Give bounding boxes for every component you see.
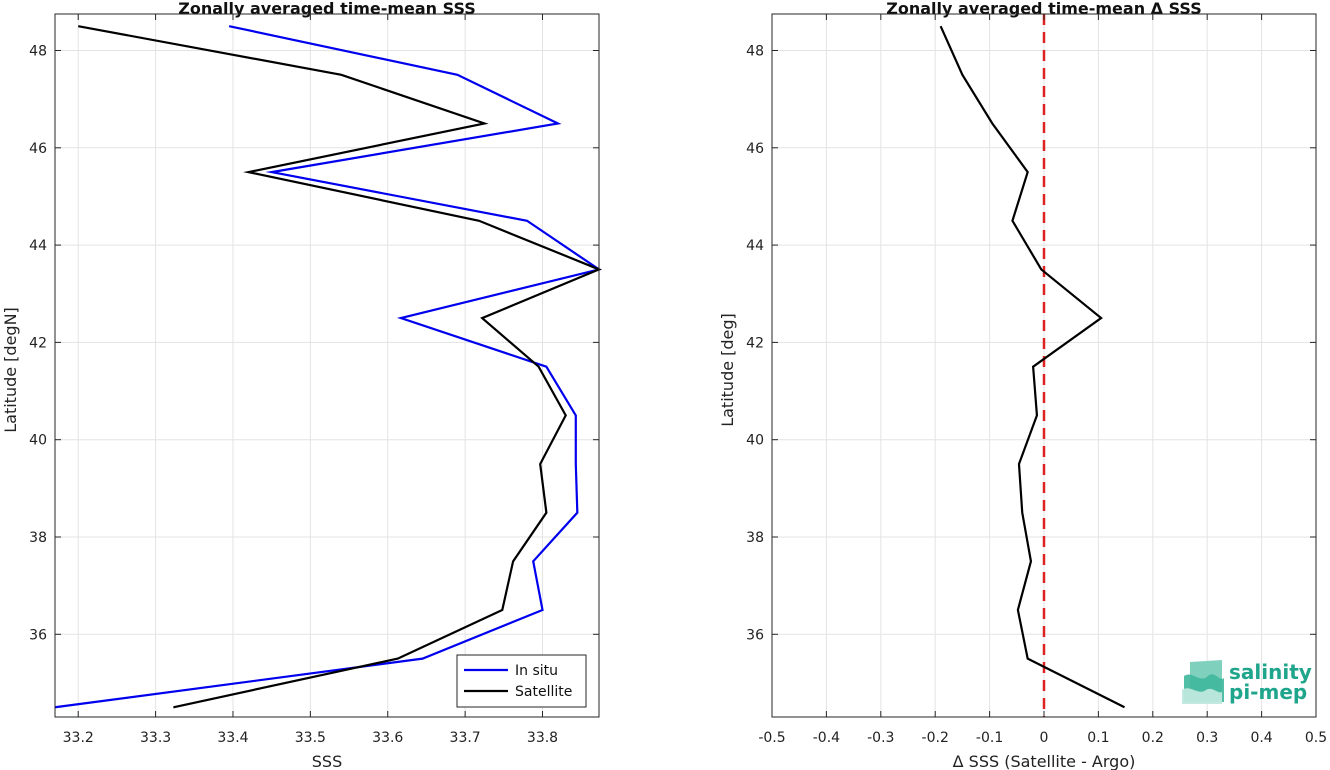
delta-sss-x-axis-label: Δ SSS (Satellite - Argo) <box>953 752 1136 770</box>
sss-ticks: 33.2 33.3 33.4 33.5 33.6 33.7 33.8 36 38 40 42 44 46… <box>29 14 599 746</box>
delta-sss-x-tick-label: 0.2 <box>1142 730 1164 746</box>
delta-sss-x-tick-label: 0 <box>1040 730 1049 746</box>
sss-series-group <box>54 25 602 709</box>
delta-sss-x-tick-label: 0.5 <box>1305 730 1327 746</box>
sss-panel: Zonally averaged time-mean SSS 33.2 33.3 3… <box>1 0 602 770</box>
sss-series-line-satellite <box>78 25 602 709</box>
delta-sss-y-tick-label: 40 <box>746 433 764 449</box>
delta-sss-ticks: -0.5 -0.4 -0.3 -0.2 -0.1 0 0.1 0.2 0.3 0.4 0.5 36 38… <box>746 14 1327 746</box>
sss-y-tick-label: 46 <box>29 141 47 157</box>
delta-sss-y-tick-label: 38 <box>746 530 764 546</box>
delta-sss-series-group <box>939 25 1126 709</box>
sss-y-tick-label: 38 <box>29 530 47 546</box>
sss-y-tick-label: 44 <box>29 238 47 254</box>
delta-sss-x-tick-label: -0.4 <box>813 730 840 746</box>
sss-legend: In situ Satellite <box>456 654 587 708</box>
delta-sss-x-tick-label: 0.1 <box>1087 730 1109 746</box>
sss-plot-area-border <box>54 13 600 718</box>
delta-sss-x-tick-label: -0.5 <box>758 730 785 746</box>
sss-x-tick-label: 33.8 <box>527 730 558 746</box>
logo-wave-front-icon <box>1182 688 1222 704</box>
sss-y-tick-label: 40 <box>29 433 47 449</box>
sss-grid <box>55 14 599 717</box>
delta-sss-y-axis-label: Latitude [deg] <box>718 313 737 427</box>
salinity-pi-mep-logo: salinity pi-mep <box>1182 660 1312 704</box>
logo-text-pi-mep: pi-mep <box>1229 680 1307 704</box>
sss-x-tick-label: 33.2 <box>63 730 94 746</box>
delta-sss-y-tick-label: 42 <box>746 335 764 351</box>
sss-x-axis-label: SSS <box>312 752 342 770</box>
delta-sss-y-tick-label: 36 <box>746 627 764 643</box>
sss-x-tick-label: 33.6 <box>372 730 403 746</box>
sss-y-tick-label: 48 <box>29 43 47 59</box>
delta-sss-y-tick-label: 44 <box>746 238 764 254</box>
delta-sss-x-tick-label: -0.3 <box>867 730 894 746</box>
sss-y-tick-label: 36 <box>29 627 47 643</box>
sss-series-line-in-situ <box>54 25 602 709</box>
delta-sss-series-line-series-0 <box>939 25 1126 709</box>
logo-text-salinity: salinity <box>1229 660 1312 684</box>
sss-x-tick-label: 33.5 <box>295 730 326 746</box>
sss-x-tick-label: 33.3 <box>140 730 171 746</box>
sss-chart-title: Zonally averaged time-mean SSS <box>178 0 476 18</box>
sss-x-tick-label: 33.7 <box>450 730 481 746</box>
delta-sss-y-tick-label: 48 <box>746 43 764 59</box>
sss-x-tick-label: 33.4 <box>217 730 248 746</box>
sss-y-tick-label: 42 <box>29 335 47 351</box>
sss-legend-box <box>456 654 587 708</box>
legend-satellite-label: Satellite <box>515 684 572 700</box>
sss-y-axis-label: Latitude [degN] <box>1 307 20 433</box>
delta-sss-y-tick-label: 46 <box>746 141 764 157</box>
legend-in-situ-label: In situ <box>515 663 558 679</box>
delta-sss-x-tick-label: 0.4 <box>1250 730 1272 746</box>
delta-sss-x-tick-label: -0.2 <box>922 730 949 746</box>
delta-sss-panel: Zonally averaged time-mean Δ SSS -0.5 -0.… <box>718 0 1327 770</box>
delta-sss-x-tick-label: 0.3 <box>1196 730 1218 746</box>
delta-sss-x-tick-label: -0.1 <box>976 730 1003 746</box>
